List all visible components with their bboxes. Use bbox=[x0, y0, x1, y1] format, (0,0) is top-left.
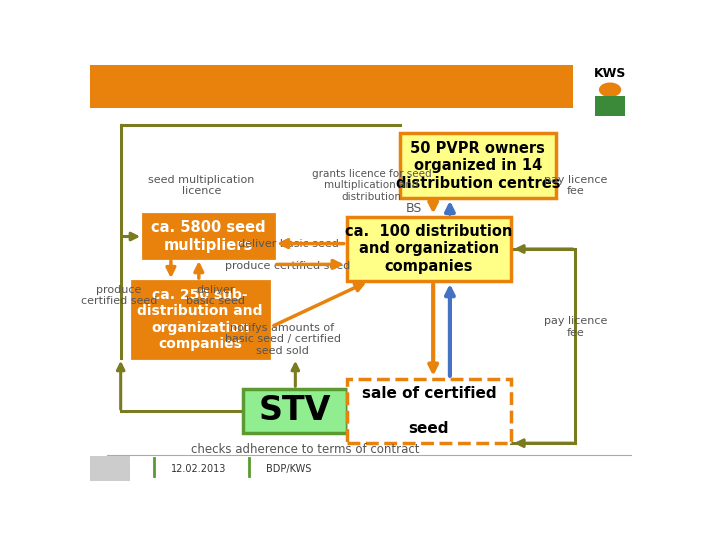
Text: deliver
basic seed: deliver basic seed bbox=[186, 285, 245, 306]
Text: produce certified seed: produce certified seed bbox=[225, 261, 351, 272]
Text: ca. 250 sub-
distribution and
organization
companies: ca. 250 sub- distribution and organizati… bbox=[138, 288, 263, 351]
Text: pay licence
fee: pay licence fee bbox=[544, 316, 607, 338]
FancyBboxPatch shape bbox=[400, 133, 556, 198]
Text: deliver basic seed: deliver basic seed bbox=[238, 239, 338, 248]
Text: 50 PVPR owners
organized in 14
distribution centres: 50 PVPR owners organized in 14 distribut… bbox=[395, 141, 560, 191]
FancyBboxPatch shape bbox=[243, 389, 347, 433]
Text: grants licence for seed
multiplication and
distribution: grants licence for seed multiplication a… bbox=[312, 169, 431, 202]
FancyBboxPatch shape bbox=[595, 96, 625, 116]
Text: BDP/KWS: BDP/KWS bbox=[266, 464, 311, 474]
Text: notifys amounts of
basic seed / certified
seed sold: notifys amounts of basic seed / certifie… bbox=[225, 322, 341, 356]
Text: KWS: KWS bbox=[594, 66, 626, 79]
Text: checks adherence to terms of contract: checks adherence to terms of contract bbox=[191, 443, 419, 456]
Text: produce
certified seed: produce certified seed bbox=[81, 285, 157, 306]
FancyBboxPatch shape bbox=[347, 217, 511, 281]
Text: sale of certified

seed: sale of certified seed bbox=[361, 386, 496, 436]
Text: pay licence
fee: pay licence fee bbox=[544, 174, 607, 196]
Text: ca. 5800 seed
multipliers: ca. 5800 seed multipliers bbox=[151, 220, 266, 253]
FancyBboxPatch shape bbox=[143, 214, 274, 258]
FancyBboxPatch shape bbox=[347, 379, 511, 443]
FancyBboxPatch shape bbox=[132, 281, 269, 358]
Text: BS: BS bbox=[405, 202, 422, 215]
Text: 9: 9 bbox=[106, 462, 114, 475]
Text: Licencing System for Cereals: Licencing System for Cereals bbox=[109, 77, 428, 96]
Text: 12.02.2013: 12.02.2013 bbox=[171, 464, 226, 474]
FancyBboxPatch shape bbox=[90, 65, 648, 109]
FancyBboxPatch shape bbox=[572, 65, 648, 119]
Ellipse shape bbox=[599, 83, 621, 97]
Text: STV: STV bbox=[258, 394, 331, 428]
FancyBboxPatch shape bbox=[90, 456, 130, 481]
Text: seed multiplication
licence: seed multiplication licence bbox=[148, 174, 255, 196]
Text: ca.  100 distribution
and organization
companies: ca. 100 distribution and organization co… bbox=[346, 224, 513, 274]
